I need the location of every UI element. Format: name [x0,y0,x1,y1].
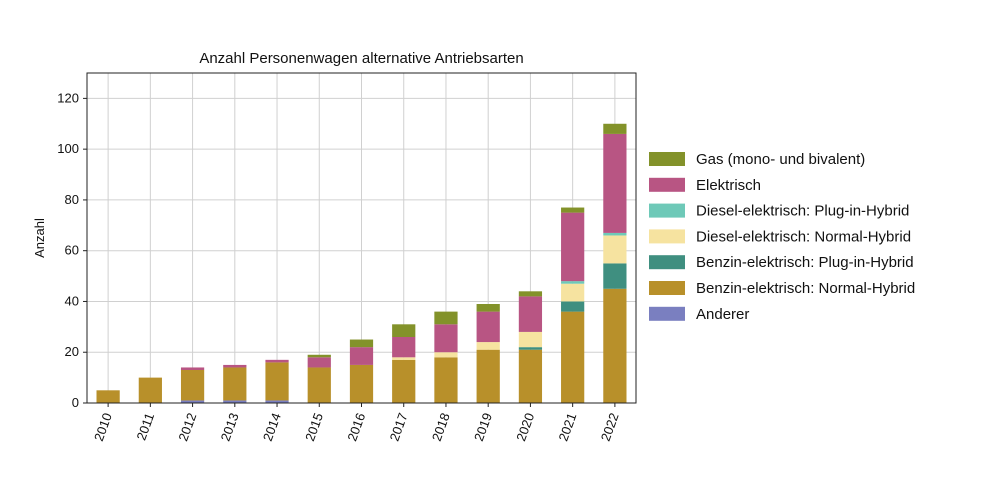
y-tick-label: 20 [65,344,79,359]
axes [83,72,637,407]
legend-label: Diesel-elektrisch: Normal-Hybrid [696,228,911,245]
x-tick-label: 2022 [598,411,622,443]
bar-segment [603,123,627,134]
bar-segment [265,362,289,401]
bar-segment [434,324,458,353]
x-tick-label: 2020 [513,411,537,443]
bar-segment [561,311,585,403]
bar-segment [518,331,543,348]
bar-segment [307,367,331,403]
y-axis-label: Anzahl [32,218,47,258]
bar-segment [603,235,627,264]
bar-segment [434,357,458,403]
bar-segment [476,349,500,403]
bar-segment [603,263,627,289]
x-tick-label: 2015 [302,411,326,443]
bar-segment [180,370,205,401]
bars [96,123,627,403]
plot-frame [86,72,637,404]
bar-segment [96,390,120,403]
legend-swatch [649,281,685,295]
bar-segment [223,367,247,401]
bar-segment [434,311,458,325]
bar-segment [138,377,162,403]
y-tick-label: 80 [65,192,79,207]
bar-segment [476,311,500,343]
bar-segment [349,364,374,403]
x-tick-label: 2014 [260,411,284,443]
y-tick-label: 0 [72,395,79,410]
bar-segment [434,352,458,358]
bar-segment [265,400,289,403]
legend-swatch [649,203,685,218]
legend-swatch [649,177,685,192]
y-tick-label: 120 [57,90,79,105]
x-tick-label: 2011 [134,411,158,442]
bar-segment [392,337,416,358]
bar-segment [603,232,627,236]
y-tick-label: 60 [65,243,79,258]
y-tick-label: 40 [65,293,79,308]
bar-segment [518,291,543,297]
legend-swatch [649,255,685,270]
bar-segment [307,354,331,358]
bar-segment [265,359,289,363]
legend-label: Benzin-elektrisch: Normal-Hybrid [696,280,915,297]
bar-segment [180,367,205,370]
bar-segment [349,339,374,348]
bar-segment [476,342,500,350]
bar-segment [349,347,374,365]
bar-segment [180,400,205,403]
legend-label: Gas (mono- und bivalent) [696,151,865,168]
bar-segment [392,359,416,403]
bar-segment [561,283,585,302]
x-tick-label: 2018 [429,411,453,443]
legend-swatch [649,229,685,244]
legend-label: Benzin-elektrisch: Plug-in-Hybrid [696,254,914,271]
bar-segment [518,349,543,403]
legend-label: Elektrisch [696,177,761,194]
bar-segment [223,364,247,368]
bar-segment [561,207,585,213]
bar-segment [392,357,416,360]
bar-segment [561,212,585,282]
legend: Gas (mono- und bivalent) Elektrisch Diesel… [649,151,915,323]
x-tick-label: 2017 [387,411,411,443]
bar-segment [603,288,627,403]
legend-label: Diesel-elektrisch: Plug-in-Hybrid [696,203,909,220]
bar-segment [476,304,500,312]
x-tick-label: 2021 [555,411,579,443]
chart-title: Anzahl Personenwagen alternative Antrieb… [199,50,523,67]
bar-segment [561,281,585,284]
bar-segment [392,324,416,337]
legend-swatch [649,306,685,321]
bar-segment [561,301,585,312]
x-tick-label: 2019 [471,411,495,443]
x-tick-label: 2013 [218,411,242,443]
bar-segment [307,357,331,368]
bar-segment [518,347,543,350]
x-tick-label: 2016 [344,411,368,443]
x-tick-label: 2010 [91,411,115,443]
bar-segment [223,400,247,403]
legend-label: Anderer [696,306,749,323]
legend-swatch [649,152,685,166]
bar-segment [603,133,627,233]
bar-segment [518,296,543,332]
x-tick-label: 2012 [175,411,199,443]
y-tick-label: 100 [57,141,79,156]
